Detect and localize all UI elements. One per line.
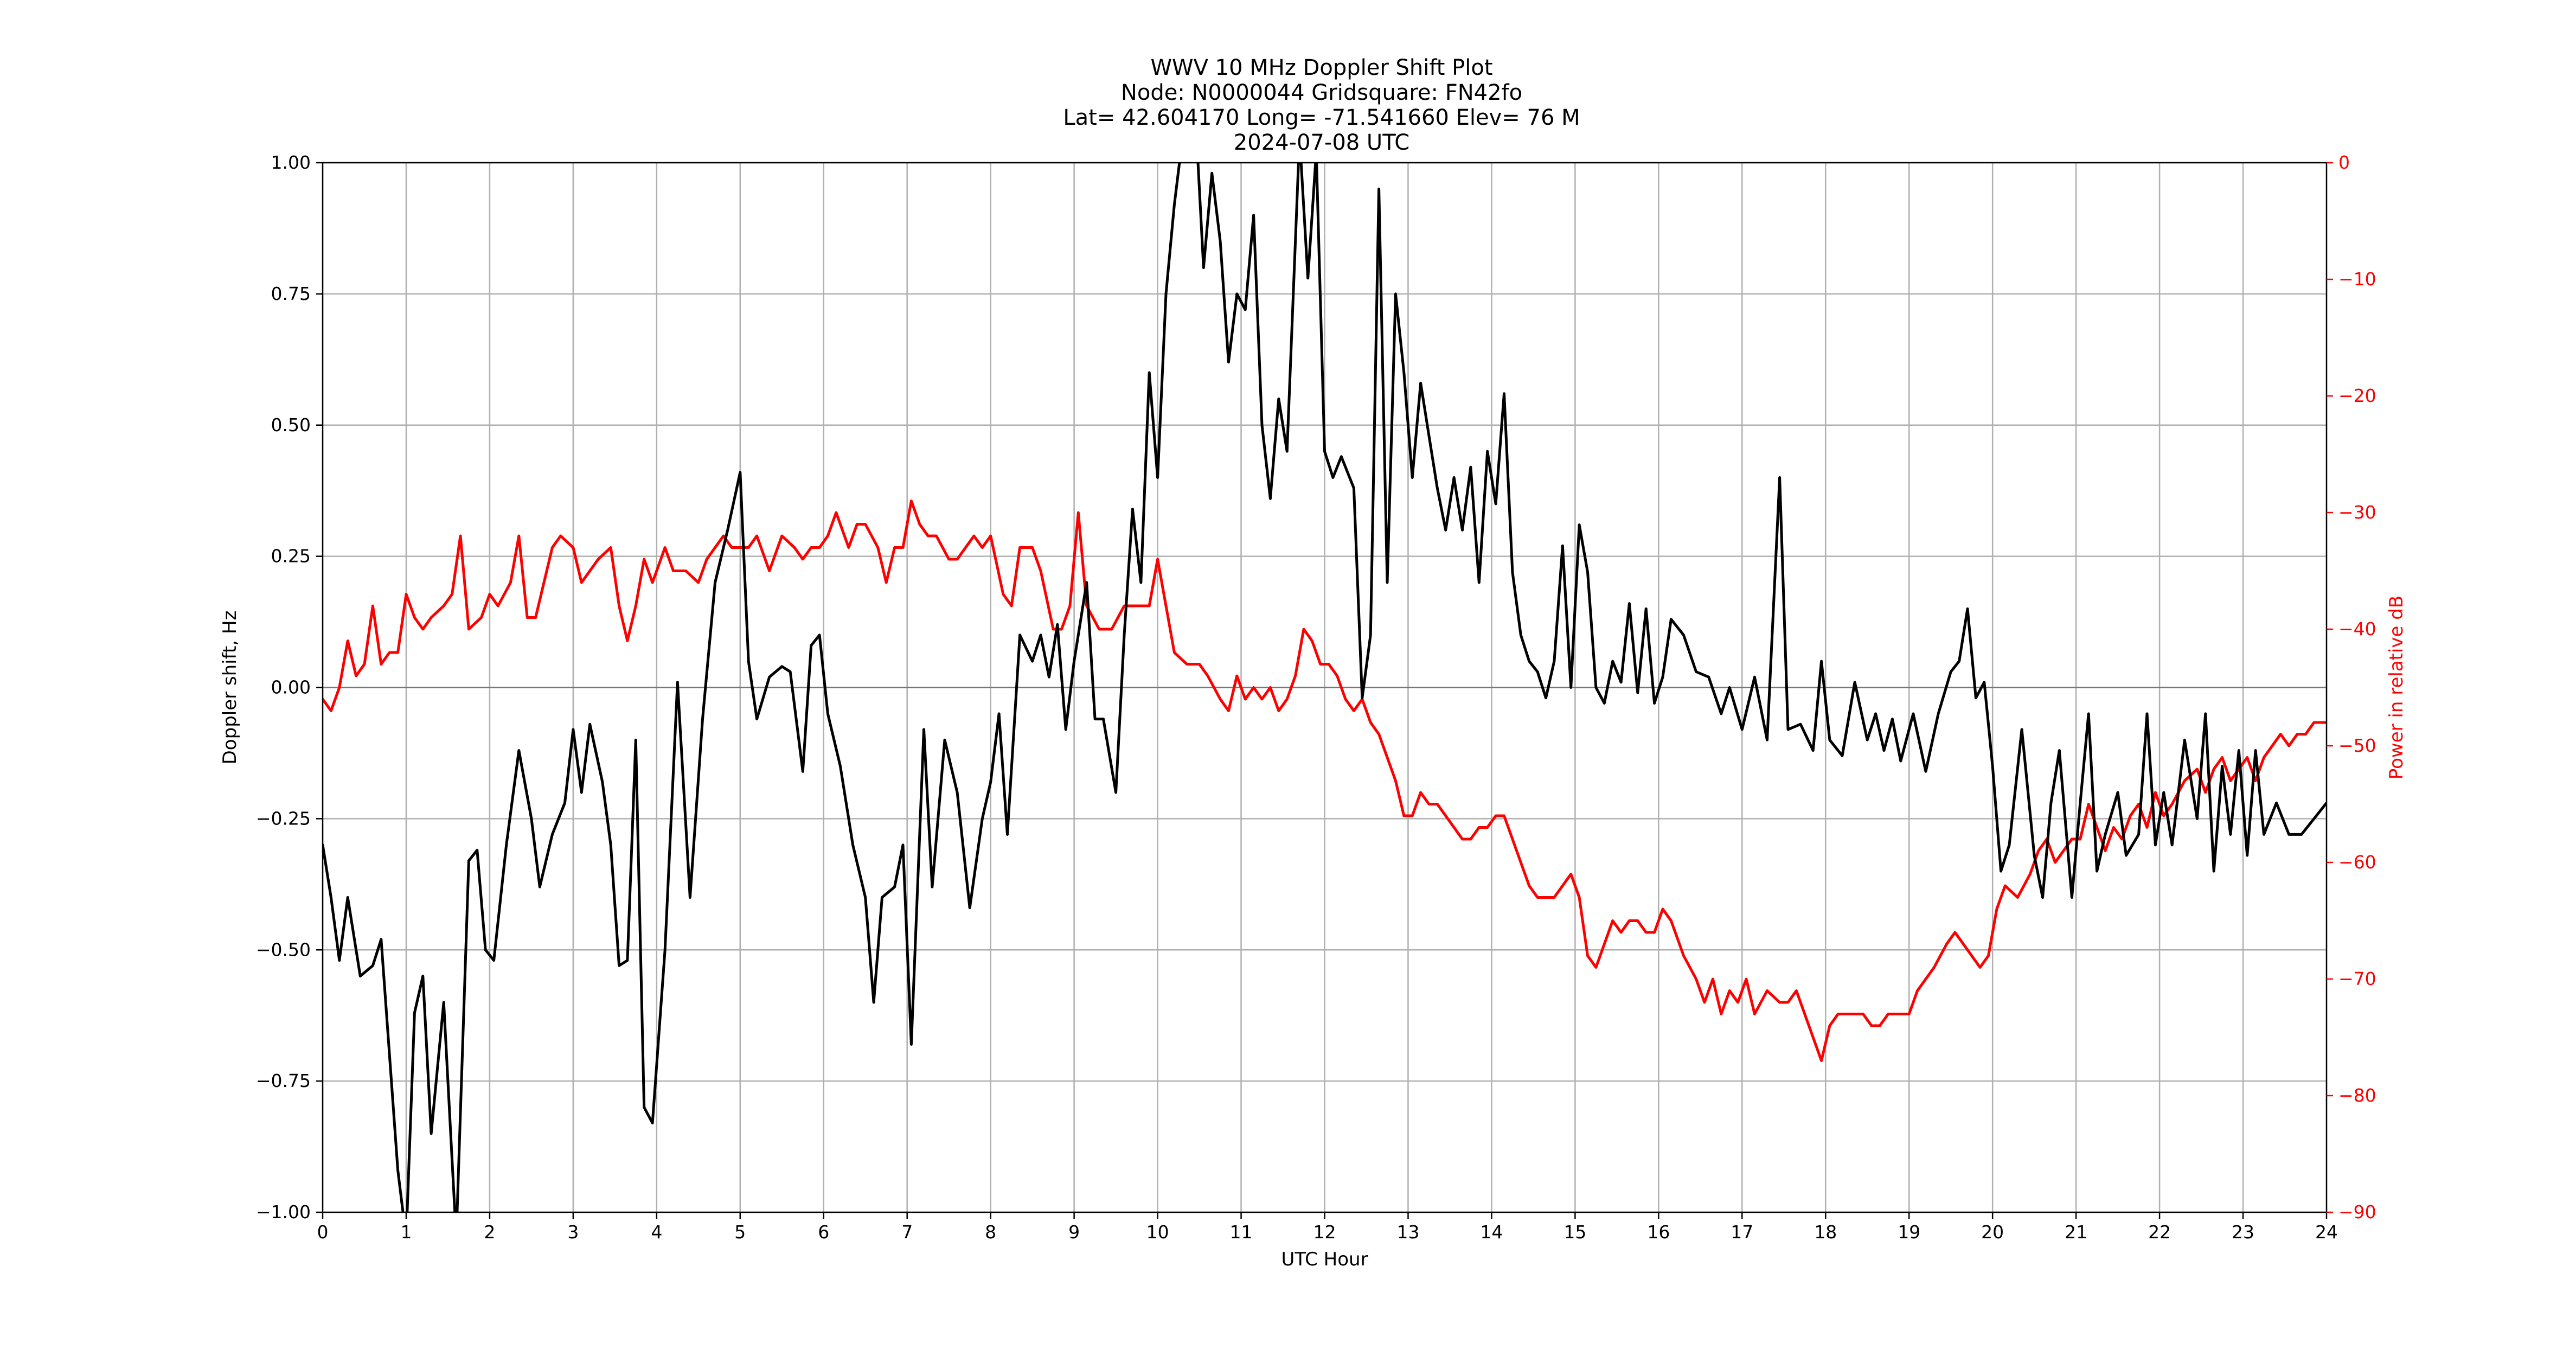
x-tick-label: 16	[1647, 1221, 1670, 1243]
x-tick-label: 20	[1981, 1221, 2004, 1243]
x-tick-label: 21	[2065, 1221, 2087, 1243]
y-tick-label-left: 0.75	[271, 283, 311, 304]
y-axis-label-left: Doppler shift, Hz	[219, 611, 241, 765]
x-tick-label: 0	[317, 1221, 329, 1243]
y-tick-label-left: 0.25	[271, 546, 311, 567]
power-series-line	[323, 500, 2327, 1062]
y-tick-label-left: −1.00	[256, 1201, 311, 1223]
x-tick-label: 24	[2315, 1221, 2338, 1243]
y-tick-label-right: −40	[2338, 618, 2376, 639]
x-tick-label: 9	[1068, 1221, 1080, 1243]
x-tick-label: 4	[651, 1221, 662, 1243]
x-tick-label: 22	[2148, 1221, 2171, 1243]
title-line-3: Lat= 42.604170 Long= -71.541660 Elev= 76…	[1063, 105, 1580, 130]
x-tick-label: 10	[1146, 1221, 1169, 1243]
x-tick-label: 6	[818, 1221, 829, 1243]
x-tick-label: 15	[1563, 1221, 1586, 1243]
x-tick-label: 1	[400, 1221, 412, 1243]
y-tick-label-right: −30	[2338, 502, 2376, 523]
x-tick-label: 18	[1814, 1221, 1837, 1243]
chart-title: WWV 10 MHz Doppler Shift Plot Node: N000…	[1063, 55, 1580, 155]
y-axis-label-right: Power in relative dB	[2386, 596, 2407, 779]
x-axis-label: UTC Hour	[1281, 1249, 1368, 1270]
y-tick-label-right: −80	[2338, 1085, 2376, 1106]
x-tick-label: 13	[1396, 1221, 1419, 1243]
series	[323, 163, 2327, 1212]
y-tick-label-left: 0.50	[271, 414, 311, 436]
y-tick-label-right: −50	[2338, 735, 2376, 756]
title-line-4: 2024-07-08 UTC	[1234, 130, 1409, 155]
y-tick-label-right: −60	[2338, 852, 2376, 873]
x-tick-label: 5	[734, 1221, 746, 1243]
y-tick-label-left: −0.75	[256, 1070, 311, 1091]
y-tick-label-left: −0.25	[256, 808, 311, 829]
x-tick-label: 8	[985, 1221, 996, 1243]
title-line-1: WWV 10 MHz Doppler Shift Plot	[1150, 55, 1492, 80]
x-tick-label: 2	[484, 1221, 495, 1243]
x-tick-label: 7	[901, 1221, 913, 1243]
y-tick-label-right: −10	[2338, 268, 2376, 290]
x-tick-label: 3	[567, 1221, 579, 1243]
y-tick-label-left: 0.00	[271, 677, 311, 698]
y-tick-label-left: 1.00	[271, 152, 311, 173]
x-tick-label: 23	[2232, 1221, 2254, 1243]
grid	[322, 162, 2328, 1213]
y-tick-label-right: −70	[2338, 968, 2376, 989]
x-tick-label: 17	[1731, 1221, 1753, 1243]
x-tick-label: 19	[1898, 1221, 1920, 1243]
y-tick-label-right: 0	[2338, 152, 2350, 173]
title-line-2: Node: N0000044 Gridsquare: FN42fo	[1121, 80, 1522, 105]
y-tick-label-left: −0.50	[256, 939, 311, 960]
x-tick-label: 11	[1230, 1221, 1253, 1243]
axes-ticks: 0 1 2 3 4 5 6 7 8 9 10 11 12 13 14 15 16 17 18 19 20 21 22 23 24…	[256, 152, 2376, 1243]
y-tick-label-right: −90	[2338, 1201, 2376, 1223]
x-tick-label: 14	[1480, 1221, 1503, 1243]
y-tick-label-right: −20	[2338, 385, 2376, 406]
doppler-series-line	[323, 163, 2327, 1212]
x-tick-label: 12	[1313, 1221, 1336, 1243]
